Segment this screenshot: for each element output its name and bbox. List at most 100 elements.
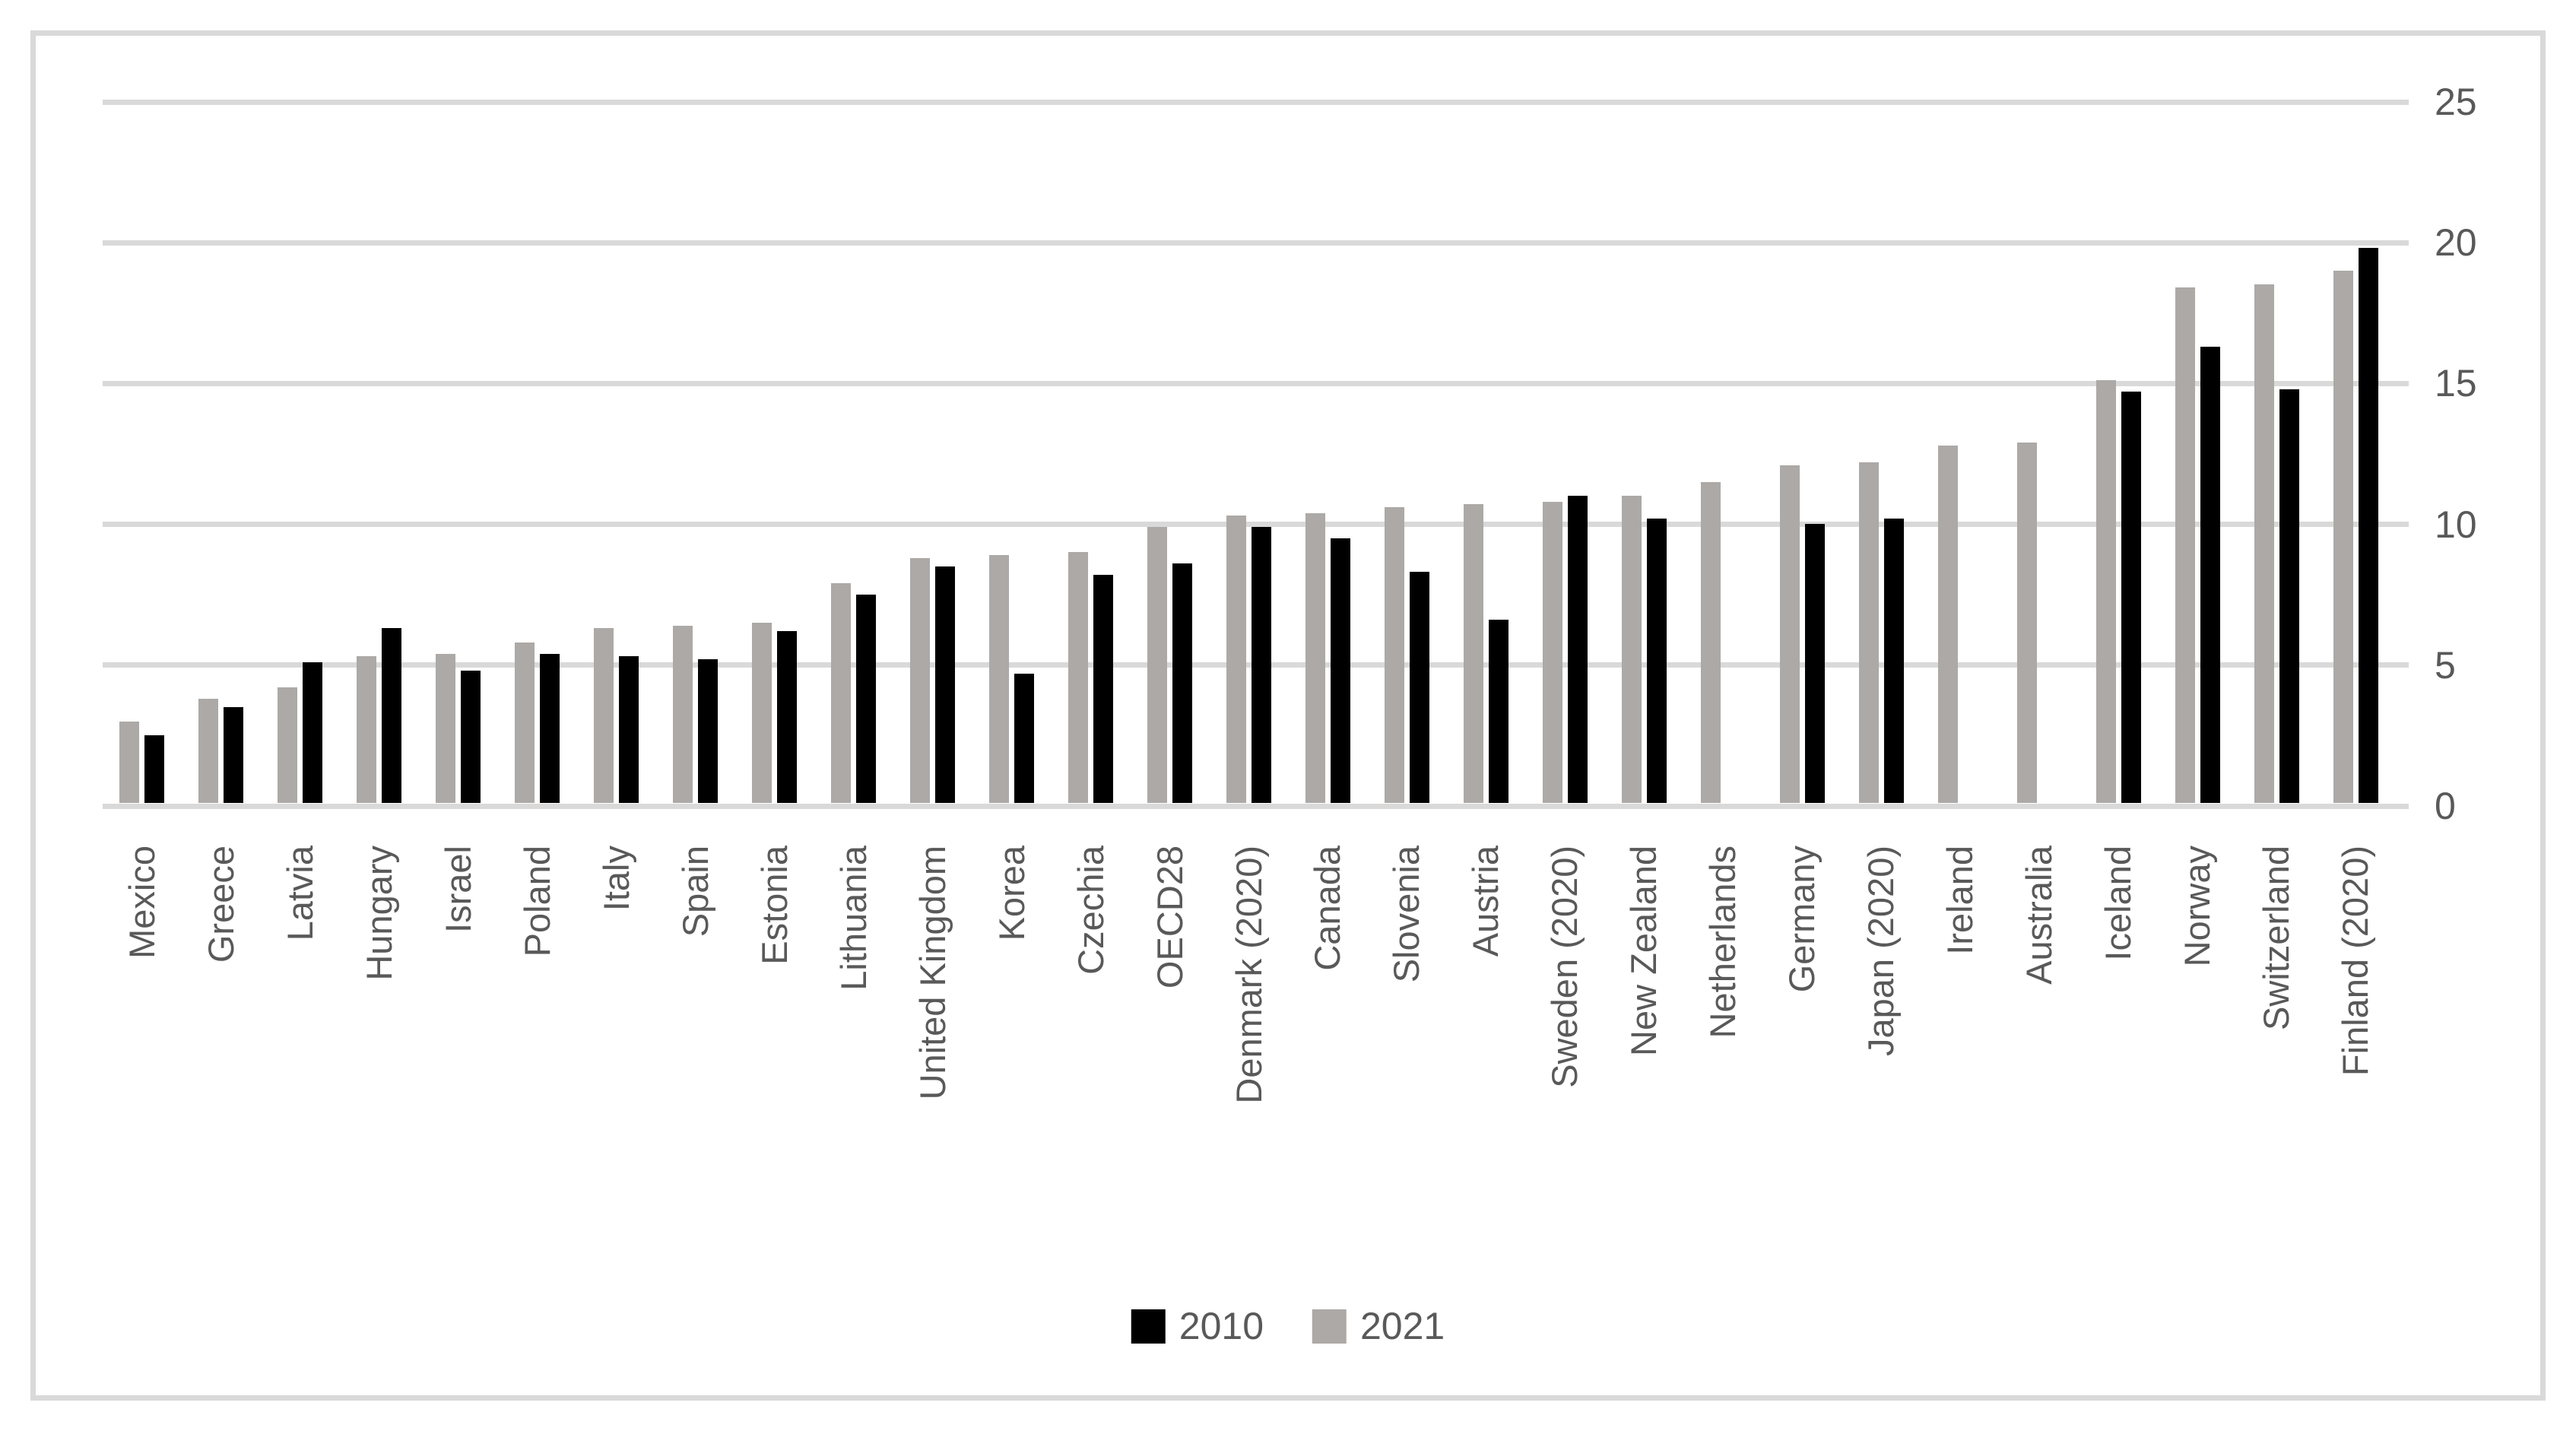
bar-2010-austria — [1488, 620, 1508, 803]
bar-2021-czechia — [1068, 552, 1089, 803]
x-axis-label-ireland: Ireland — [1940, 846, 1981, 955]
legend: 2010 2021 — [1131, 1304, 1445, 1348]
bar-2021-mexico — [119, 721, 140, 803]
x-axis-label-oecd28: OECD28 — [1149, 846, 1190, 989]
x-axis-label-austria: Austria — [1465, 846, 1506, 957]
bar-2010-iceland — [2121, 392, 2141, 803]
x-axis-label-new-zealand: New Zealand — [1623, 846, 1664, 1056]
y-tick-5 — [2395, 662, 2409, 668]
x-axis-label-hungary: Hungary — [358, 846, 399, 981]
bar-2021-japan-2020 — [1858, 462, 1879, 803]
bar-2010-korea — [1014, 673, 1035, 803]
x-axis-label-denmark-2020: Denmark (2020) — [1228, 846, 1269, 1104]
x-axis-label-australia: Australia — [2019, 846, 2060, 985]
x-axis-label-finland-2020: Finland (2020) — [2335, 846, 2376, 1077]
y-tick-25 — [2395, 99, 2409, 105]
x-axis-label-poland: Poland — [516, 846, 557, 957]
bar-2021-new-zealand — [1621, 496, 1642, 803]
x-axis-label-korea: Korea — [991, 846, 1032, 941]
x-axis-label-czechia: Czechia — [1070, 846, 1111, 975]
bar-2021-latvia — [278, 687, 298, 803]
bar-2021-austria — [1463, 504, 1483, 803]
y-axis-label-10: 10 — [2435, 503, 2477, 546]
bar-2021-italy — [594, 628, 614, 803]
y-axis-label-20: 20 — [2435, 221, 2477, 265]
bar-2010-mexico — [144, 735, 165, 803]
bar-2021-oecd28 — [1147, 527, 1168, 803]
bar-2010-norway — [2200, 346, 2220, 803]
bar-2010-israel — [461, 670, 481, 803]
bar-2010-united-kingdom — [935, 566, 956, 803]
x-axis-label-spain: Spain — [674, 846, 715, 938]
legend-marker-2021 — [1312, 1309, 1347, 1344]
y-tick-20 — [2395, 240, 2409, 246]
bar-2010-japan-2020 — [1883, 518, 1904, 803]
bar-2021-lithuania — [831, 583, 852, 803]
bar-2021-sweden-2020 — [1542, 501, 1562, 803]
x-axis-label-japan-2020: Japan (2020) — [1861, 846, 1902, 1056]
x-axis-label-mexico: Mexico — [121, 846, 162, 959]
bar-2010-czechia — [1093, 574, 1114, 803]
bar-2021-canada — [1305, 512, 1325, 803]
y-tick-10 — [2395, 522, 2409, 528]
bar-2021-spain — [673, 625, 693, 803]
x-axis-label-sweden-2020: Sweden (2020) — [1544, 846, 1585, 1088]
x-axis-label-slovenia: Slovenia — [1386, 846, 1427, 983]
bar-2021-united-kingdom — [910, 557, 931, 803]
bar-2010-italy — [619, 656, 639, 803]
legend-label-2010: 2010 — [1179, 1305, 1264, 1347]
bar-2021-switzerland — [2254, 284, 2274, 803]
bar-2021-greece — [198, 698, 219, 803]
y-tick-15 — [2395, 380, 2409, 386]
bar-2021-poland — [515, 642, 535, 803]
bar-2010-slovenia — [1409, 572, 1429, 803]
bar-2021-norway — [2175, 287, 2195, 803]
bar-2010-finland-2020 — [2358, 248, 2378, 803]
plot-area — [103, 99, 2395, 809]
bar-2021-netherlands — [1700, 481, 1721, 803]
x-axis-label-italy: Italy — [595, 846, 636, 912]
x-axis-label-norway: Norway — [2177, 846, 2218, 967]
bar-2021-denmark-2020 — [1226, 516, 1246, 803]
bar-2010-poland — [540, 653, 560, 803]
y-tick-0 — [2395, 803, 2409, 809]
bar-2021-hungary — [357, 656, 377, 803]
x-axis-label-latvia: Latvia — [279, 846, 320, 941]
gridline-15 — [103, 380, 2395, 386]
bar-2010-switzerland — [2279, 389, 2299, 803]
x-axis-label-netherlands: Netherlands — [1702, 846, 1743, 1039]
bar-2021-australia — [2016, 442, 2037, 803]
y-axis-label-15: 15 — [2435, 362, 2477, 405]
gridline-5 — [103, 662, 2395, 668]
bar-2021-germany — [1779, 465, 1800, 803]
legend-marker-2010 — [1131, 1309, 1166, 1344]
bar-2021-iceland — [2095, 380, 2116, 803]
bar-2010-latvia — [303, 662, 323, 803]
bar-2021-ireland — [1937, 445, 1958, 803]
bar-2010-lithuania — [856, 594, 877, 803]
x-axis-label-estonia: Estonia — [753, 846, 795, 965]
gridline-10 — [103, 522, 2395, 528]
bar-2010-denmark-2020 — [1252, 527, 1271, 803]
bar-2010-estonia — [777, 631, 798, 803]
gridline-20 — [103, 240, 2395, 246]
bar-2010-germany — [1804, 524, 1825, 803]
x-axis-label-israel: Israel — [437, 846, 478, 933]
x-axis-label-lithuania: Lithuania — [833, 846, 874, 991]
bar-2021-slovenia — [1384, 507, 1404, 803]
bar-2010-hungary — [382, 628, 402, 803]
gridline-0 — [103, 803, 2395, 809]
gridline-25 — [103, 99, 2395, 105]
bar-2010-new-zealand — [1646, 518, 1667, 803]
bar-2021-finland-2020 — [2333, 270, 2353, 803]
y-axis-label-5: 5 — [2435, 643, 2456, 687]
legend-item-2010: 2010 — [1131, 1304, 1264, 1348]
bar-2010-oecd28 — [1172, 563, 1193, 803]
bar-2010-spain — [698, 659, 719, 803]
x-axis-label-greece: Greece — [200, 846, 241, 963]
bar-2021-estonia — [752, 622, 772, 803]
bar-2010-canada — [1330, 538, 1350, 803]
bar-2021-korea — [989, 555, 1010, 803]
bar-2010-sweden-2020 — [1567, 496, 1588, 803]
bar-2021-israel — [436, 653, 456, 803]
